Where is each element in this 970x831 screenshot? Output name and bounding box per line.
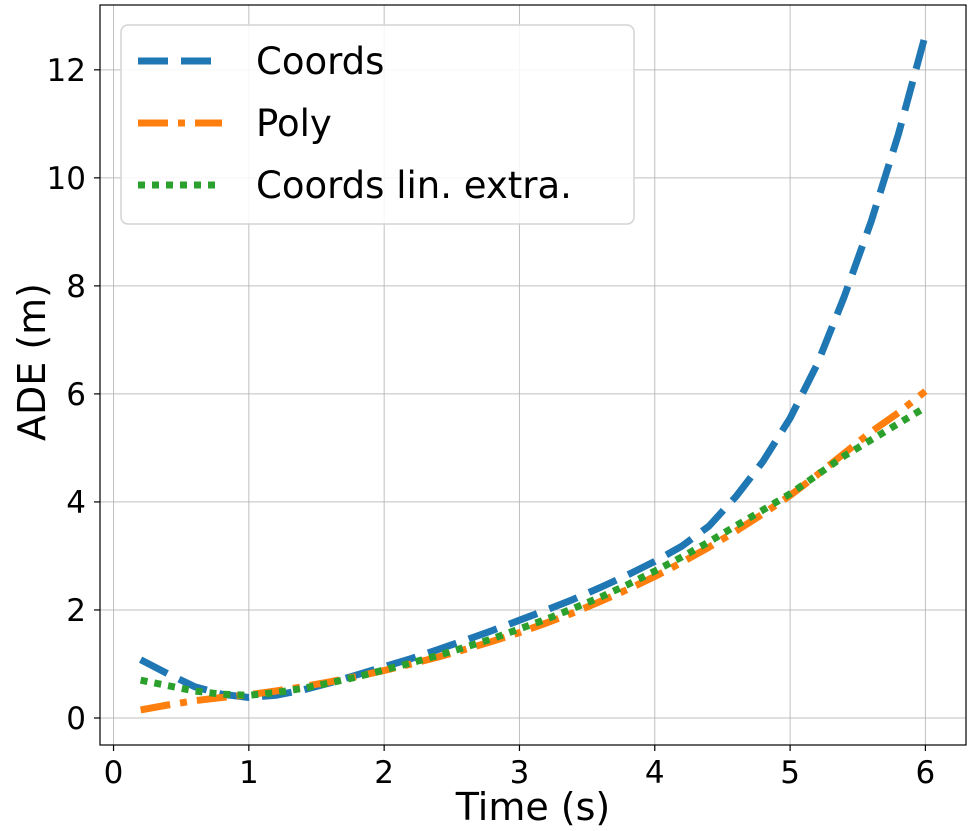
plot-series [138, 33, 929, 714]
legend-label-2: Coords lin. extra. [256, 164, 572, 207]
y-tick-label: 0 [66, 701, 86, 737]
legend-box [120, 24, 635, 225]
x-axis-label: Time (s) [455, 785, 611, 829]
x-tick-label: 3 [510, 755, 530, 791]
y-tick-label: 6 [66, 377, 86, 413]
y-tick-label: 10 [47, 161, 86, 197]
x-tick-label: 2 [374, 755, 394, 791]
x-tick-label: 4 [645, 755, 665, 791]
series-line-2 [139, 404, 928, 699]
x-tick-label: 5 [780, 755, 800, 791]
y-tick-label: 8 [66, 269, 86, 305]
legend: Coords Poly Coords lin. extra. [120, 24, 635, 225]
x-tick-label: 6 [916, 755, 936, 791]
axes-frame [99, 4, 967, 746]
x-tick-label: 1 [239, 755, 259, 791]
series-line-1 [139, 388, 928, 714]
y-tick-label: 4 [66, 485, 86, 521]
legend-label-0: Coords [256, 40, 384, 83]
y-axis-label: ADE (m) [10, 283, 54, 441]
x-tick-label: 0 [104, 755, 124, 791]
legend-label-1: Poly [256, 102, 332, 145]
y-tick-label: 12 [47, 53, 86, 89]
legend-entries: Coords Poly Coords lin. extra. [138, 40, 572, 207]
y-tick-label: 2 [66, 593, 86, 629]
